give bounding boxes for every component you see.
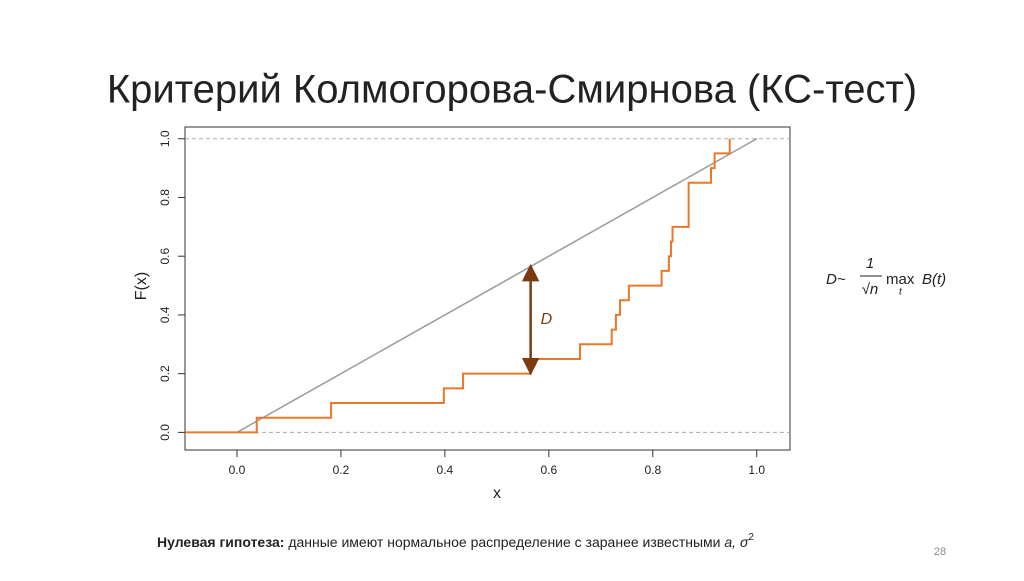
y-tick-label: 0.4: [158, 306, 172, 323]
footnote: Нулевая гипотеза: данные имеют нормально…: [157, 532, 754, 550]
cdf-line: [236, 138, 758, 434]
formula-lhs: D~: [826, 271, 846, 288]
formula-subscript: t: [899, 287, 903, 298]
footnote-text: данные имеют нормальное распределение с …: [288, 534, 720, 550]
x-tick-label: 0.4: [437, 463, 454, 477]
y-tick-label: 0.6: [158, 248, 172, 265]
y-tick-label: 0.2: [158, 365, 172, 382]
x-tick-label: 0.2: [333, 463, 350, 477]
plot-frame: [184, 126, 791, 451]
d-label: D: [541, 311, 553, 328]
formula-denominator: √n: [862, 281, 879, 298]
y-tick-label: 0.8: [158, 189, 172, 206]
x-tick-label: 0.0: [229, 463, 246, 477]
footnote-params: a, σ: [724, 534, 749, 550]
footnote-exponent: 2: [748, 532, 754, 543]
y-axis-label: F(x): [133, 272, 150, 300]
page-number: 28: [934, 546, 946, 558]
formula-numerator: 1: [866, 255, 874, 272]
footnote-bold: Нулевая гипотеза:: [157, 534, 284, 550]
x-tick-label: 0.8: [644, 463, 661, 477]
ecdf-step: [185, 138, 731, 434]
y-tick-label: 1.0: [158, 130, 172, 147]
slide-title: Критерий Колмогорова-Смирнова (КС-тест): [107, 68, 917, 112]
x-tick-label: 0.6: [540, 463, 557, 477]
formula: D~ 1 √n max t B(t): [826, 255, 946, 298]
y-tick-label: 0.0: [158, 424, 172, 441]
x-axis-label: x: [493, 485, 501, 502]
formula-operator: max: [886, 271, 915, 288]
formula-function: B(t): [922, 271, 946, 288]
x-tick-label: 1.0: [748, 463, 765, 477]
